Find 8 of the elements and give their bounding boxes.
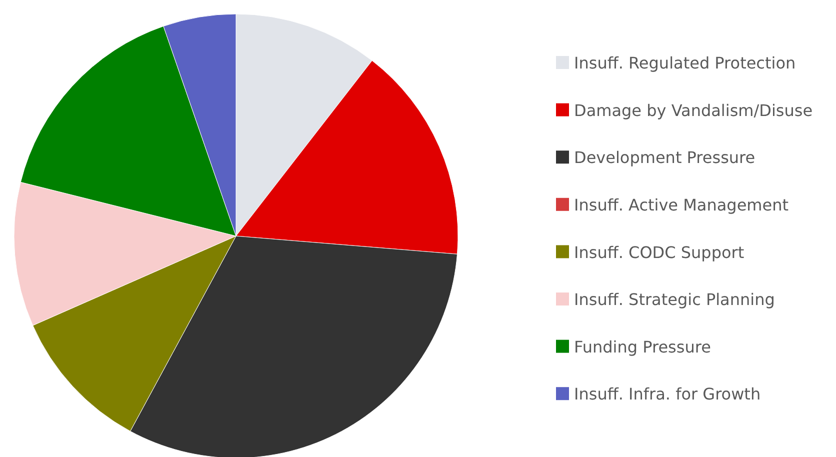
legend-label: Insuff. Strategic Planning [574, 290, 775, 310]
legend-label: Insuff. Active Management [574, 196, 789, 214]
legend-label: Development Pressure [574, 148, 756, 168]
legend-label: Damage by Vandalism/Disuse [574, 100, 813, 120]
legend-label: Insuff. Regulated Protection [574, 54, 796, 73]
legend-label: Funding Pressure [574, 337, 711, 356]
legend-label: Insuff. CODC Support [574, 242, 744, 262]
legend-label: Insuff. Infra. for Growth [574, 384, 761, 404]
